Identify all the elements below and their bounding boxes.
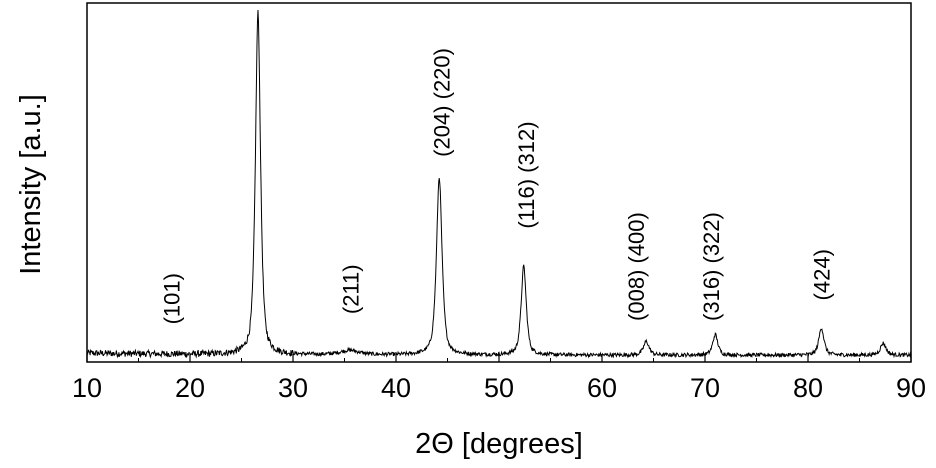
- peak-label: (101): [159, 273, 184, 324]
- x-tick-label: 70: [690, 373, 720, 403]
- x-axis-title: 2Θ [degrees]: [415, 428, 583, 460]
- peak-label: (008) (400): [624, 212, 649, 321]
- x-axis-tick-labels: 10 20 30 40 50 60 70 80 90: [72, 373, 926, 403]
- peak-label: (204) (220): [429, 48, 454, 157]
- x-tick-label: 50: [484, 373, 514, 403]
- x-tick-label: 60: [587, 373, 617, 403]
- peak-label: (211): [339, 264, 364, 314]
- x-tick-label: 10: [72, 373, 102, 403]
- x-tick-label: 40: [381, 373, 411, 403]
- y-axis-title: Intensity [a.u.]: [15, 94, 47, 275]
- peak-label: (316) (322): [699, 212, 724, 321]
- peak-label: (116) (312): [514, 121, 539, 228]
- plot-area: [86, 2, 912, 363]
- x-tick-label: 20: [175, 373, 205, 403]
- peak-label: (424): [809, 249, 834, 300]
- plot-frame: [86, 2, 912, 363]
- peak-labels: (101)(112)(211)(204) (220)(116) (312)(00…: [159, 48, 834, 324]
- x-tick-label: 90: [896, 373, 926, 403]
- x-tick-label: 80: [793, 373, 823, 403]
- x-tick-label: 30: [278, 373, 308, 403]
- diffraction-curve: [86, 9, 912, 359]
- x-axis-ticks: [86, 354, 912, 362]
